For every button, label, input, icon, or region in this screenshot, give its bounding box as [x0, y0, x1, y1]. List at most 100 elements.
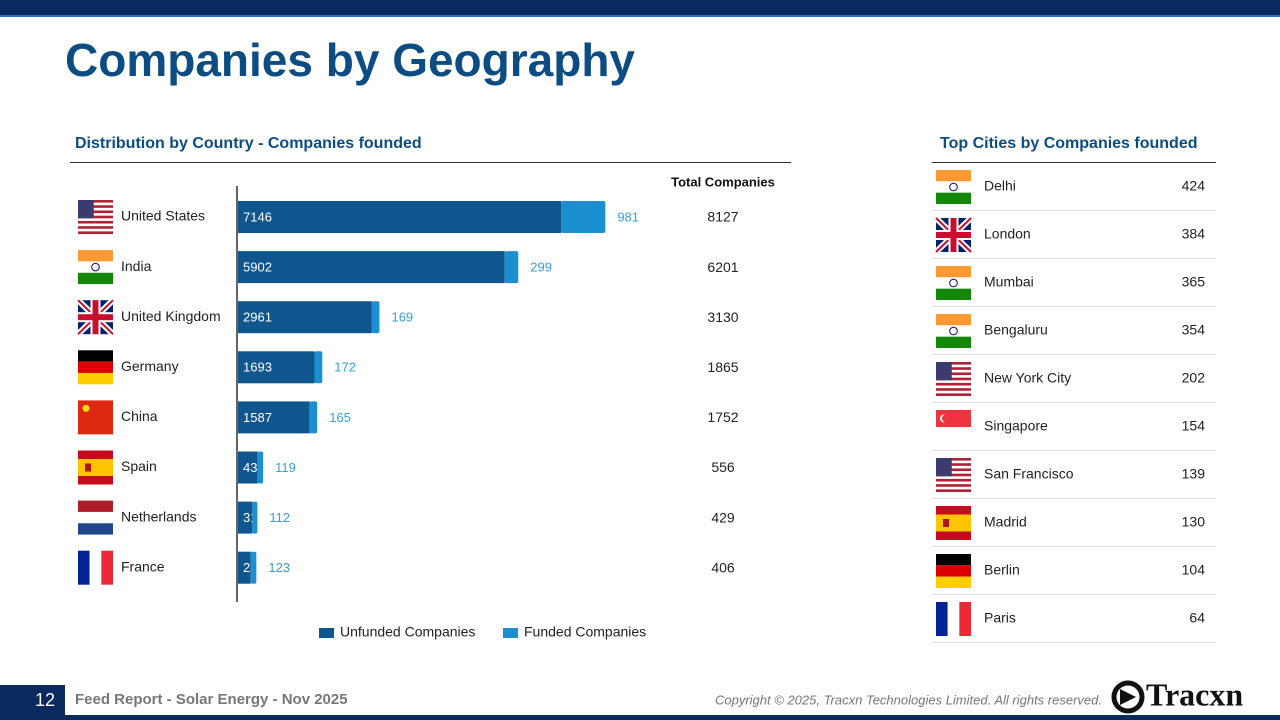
flag-part [936, 314, 971, 326]
flag-part [936, 565, 971, 577]
city-name: Bengaluru [984, 322, 1048, 338]
flag-part [78, 361, 113, 373]
flag-part [78, 272, 113, 285]
flag-part [78, 250, 113, 262]
flag-part [936, 336, 971, 348]
city-name: Paris [984, 610, 1016, 626]
legend-swatch [503, 628, 518, 638]
total-label: 556 [711, 459, 735, 475]
category-label: India [121, 258, 152, 274]
category-label: Germany [121, 358, 179, 374]
city-count: 202 [1182, 370, 1206, 386]
total-label: 1752 [707, 409, 738, 425]
bottom-band [0, 715, 1280, 720]
city-count: 139 [1182, 466, 1206, 482]
flag-part [78, 314, 113, 321]
data-label: 119 [275, 460, 296, 475]
category-label: Spain [121, 458, 157, 474]
bar [238, 301, 372, 334]
flag-part [78, 231, 113, 234]
flag-part [936, 192, 971, 204]
page-number-box [0, 685, 65, 715]
bar [371, 301, 380, 334]
data-label: 5902 [243, 260, 272, 275]
flag-part [936, 388, 971, 391]
bar [309, 401, 318, 434]
flag-part [78, 200, 113, 203]
bar [238, 501, 253, 534]
flag-part [82, 404, 90, 412]
flag-part [936, 489, 971, 492]
flag-part [936, 458, 952, 477]
data-label: 2961 [243, 310, 272, 325]
data-label: 981 [617, 209, 639, 224]
flag-part [78, 500, 113, 512]
bar [504, 251, 519, 284]
city-name: New York City [984, 370, 1071, 386]
bar [238, 451, 258, 484]
flag-part [936, 288, 971, 300]
flag-part [78, 459, 113, 476]
legend-swatch [319, 628, 334, 638]
flag-part [936, 576, 971, 588]
category-label: France [121, 558, 165, 574]
city-name: San Francisco [984, 466, 1074, 482]
flag-part [78, 261, 113, 273]
flag-part [78, 400, 113, 435]
table-title: Top Cities by Companies founded [940, 135, 1198, 152]
flag-part [936, 372, 971, 376]
total-label: 1865 [707, 359, 738, 375]
bar [238, 351, 315, 384]
flag-part [936, 410, 971, 427]
data-label: 1587 [243, 410, 272, 425]
flag-part [936, 427, 971, 444]
flag-part [78, 205, 113, 208]
city-count: 365 [1182, 274, 1206, 290]
total-label: 429 [711, 509, 735, 525]
flag-part [936, 382, 971, 386]
category-label: Netherlands [121, 508, 197, 524]
flag-part [949, 182, 958, 192]
flag-part [936, 362, 971, 365]
flag-part [936, 463, 971, 466]
city-count: 130 [1182, 514, 1206, 530]
city-name: London [984, 226, 1031, 242]
bar [561, 201, 606, 233]
flag-part [936, 393, 971, 396]
city-name: Madrid [984, 514, 1027, 530]
flag-part [936, 170, 971, 182]
city-name: Berlin [984, 562, 1020, 578]
data-label: 169 [391, 310, 413, 325]
logo: Tracxn [1146, 676, 1243, 712]
flag-part [943, 519, 949, 527]
city-count: 104 [1182, 562, 1206, 578]
flag-part [78, 200, 94, 219]
flag-part [949, 326, 958, 336]
flag-part [78, 511, 113, 524]
bar [238, 201, 561, 233]
chart-title: Distribution by Country - Companies foun… [75, 135, 422, 152]
city-name: Singapore [984, 418, 1048, 434]
totals-header: Total Companies [671, 174, 775, 189]
data-label: 299 [530, 260, 552, 275]
flag-part [85, 463, 91, 472]
legend-label: Funded Companies [524, 624, 646, 640]
flag-part [936, 181, 971, 193]
page-number: 12 [35, 690, 55, 710]
city-name: Delhi [984, 178, 1016, 194]
footer-copyright: Copyright © 2025, Tracxn Technologies Li… [715, 692, 1102, 707]
flag-part [942, 414, 950, 423]
flag-part [936, 554, 971, 566]
top-band-line [0, 15, 1280, 17]
flag-part [78, 226, 113, 229]
flag-part [78, 210, 113, 214]
bar [314, 351, 323, 384]
flag-part [78, 215, 113, 219]
bar [238, 551, 251, 584]
data-label: 7146 [243, 209, 272, 224]
flag-part [947, 602, 960, 636]
page-title: Companies by Geography [65, 34, 635, 86]
data-label: 112 [269, 510, 290, 525]
